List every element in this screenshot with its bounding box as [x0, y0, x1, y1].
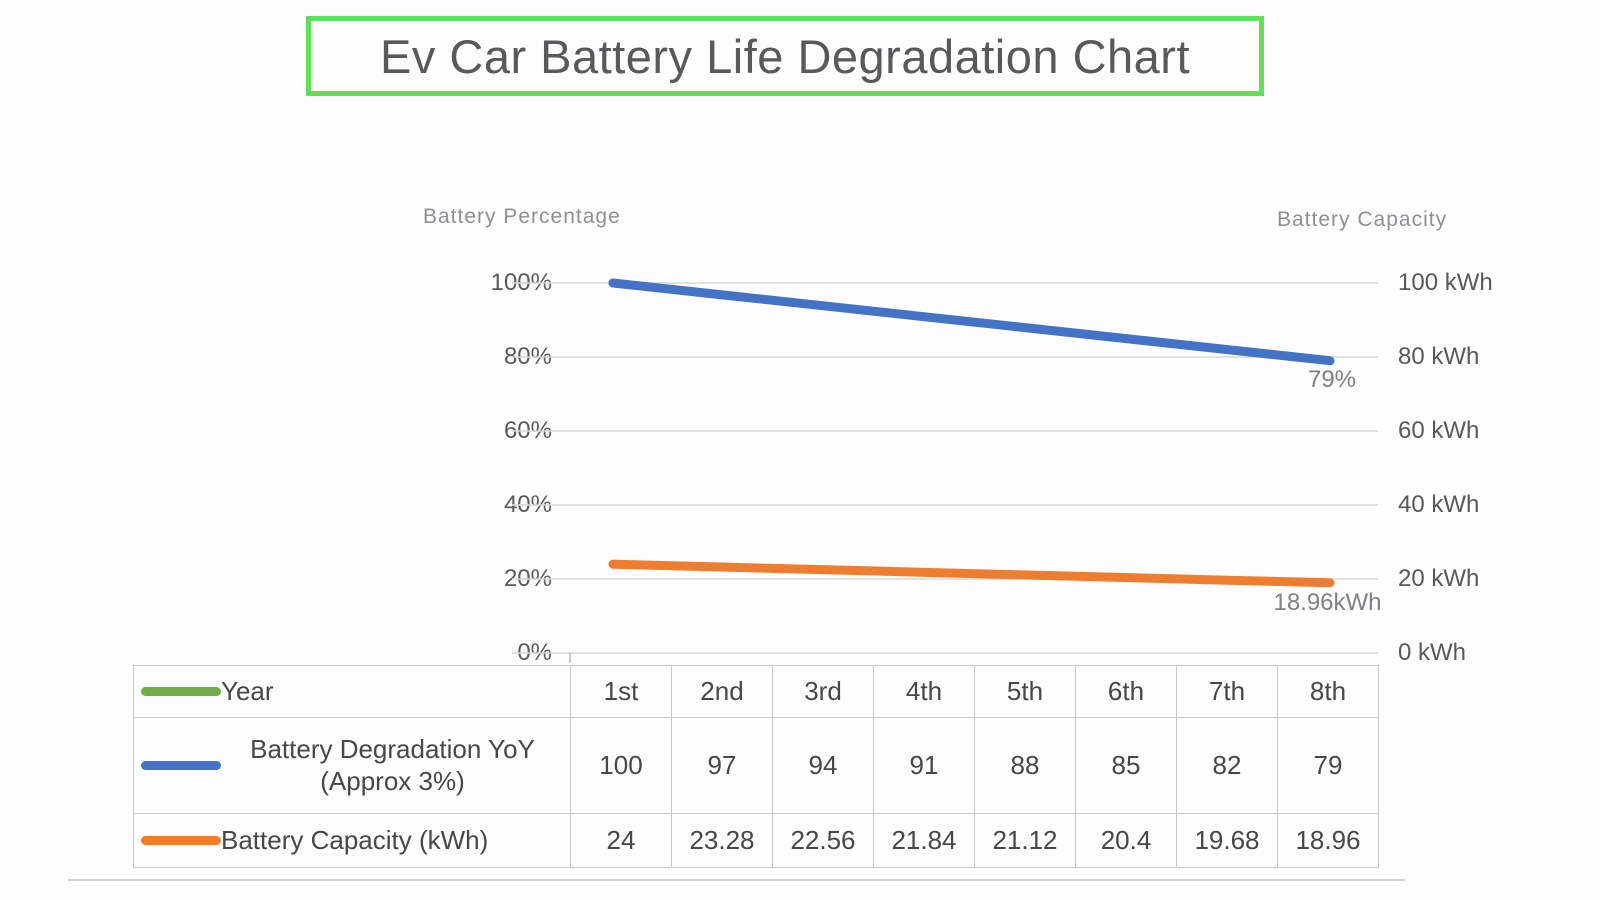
series-line-blue: [608, 278, 1335, 366]
axis-tick-label: 80 kWh: [1398, 343, 1480, 370]
table-cell: 20.4: [1075, 813, 1177, 868]
table-cell: 94: [772, 717, 874, 814]
row-header-cell: Year: [133, 665, 571, 718]
table-cell: 24: [570, 813, 672, 868]
legend-swatch-orange: [141, 836, 221, 845]
right-axis-title: Battery Capacity: [1277, 208, 1448, 231]
axis-tick-label: 40 kWh: [1398, 491, 1480, 518]
blue-series-end-label: 79%: [1307, 366, 1357, 393]
table-cell: 6th: [1075, 665, 1177, 718]
table-cell: 22.56: [772, 813, 874, 868]
row-label: Battery Degradation YoY (Approx 3%): [250, 733, 535, 796]
chart-title-box: Ev Car Battery Life Degradation Chart: [306, 16, 1264, 96]
axis-tick-label: 20 kWh: [1398, 565, 1480, 592]
table-row: Battery Degradation YoY (Approx 3%) 100 97…: [133, 717, 1379, 814]
table-cell: 3rd: [772, 665, 874, 718]
axis-tick-label: 100 kWh: [1398, 269, 1493, 296]
row-header-cell: Battery Capacity (kWh): [133, 813, 571, 868]
row-label: Year: [221, 675, 274, 706]
axis-tick-label: 0 kWh: [1398, 639, 1467, 666]
table-cell: 21.12: [974, 813, 1076, 868]
left-axis-title: Battery Percentage: [423, 205, 621, 228]
table-cell: 19.68: [1176, 813, 1278, 868]
table-cell: 91: [873, 717, 975, 814]
table-cell: 18.96: [1277, 813, 1379, 868]
table-cell: 4th: [873, 665, 975, 718]
series-line-orange: [608, 559, 1335, 588]
table-cell: 7th: [1176, 665, 1278, 718]
table-cell: 100: [570, 717, 672, 814]
table-cell: 5th: [974, 665, 1076, 718]
table-cell: 79: [1277, 717, 1379, 814]
table-cell: 88: [974, 717, 1076, 814]
table-row: Year 1st 2nd 3rd 4th 5th 6th 7th 8th: [133, 665, 1379, 718]
chart-title: Ev Car Battery Life Degradation Chart: [379, 29, 1191, 83]
table-row: Battery Capacity (kWh) 24 23.28 22.56 21.84 2…: [133, 813, 1379, 868]
table-cell: 23.28: [671, 813, 773, 868]
row-header-cell: Battery Degradation YoY (Approx 3%): [133, 717, 571, 814]
table-cell: 21.84: [873, 813, 975, 868]
table-cell: 82: [1176, 717, 1278, 814]
table-cell: 8th: [1277, 665, 1379, 718]
table-cell: 1st: [570, 665, 672, 718]
table-cell: 85: [1075, 717, 1177, 814]
legend-swatch-blue: [141, 761, 221, 770]
axis-tick-label: 60 kWh: [1398, 417, 1480, 444]
table-cell: 2nd: [671, 665, 773, 718]
data-table: Year 1st 2nd 3rd 4th 5th 6th 7th 8th Battery Degr…: [133, 665, 1379, 868]
orange-series-end-label: 18.96kWh: [1273, 589, 1382, 616]
legend-swatch-green: [141, 687, 221, 696]
row-label: Battery Capacity (kWh): [221, 824, 489, 855]
bottom-divider: [68, 879, 1405, 881]
table-cell: 97: [671, 717, 773, 814]
